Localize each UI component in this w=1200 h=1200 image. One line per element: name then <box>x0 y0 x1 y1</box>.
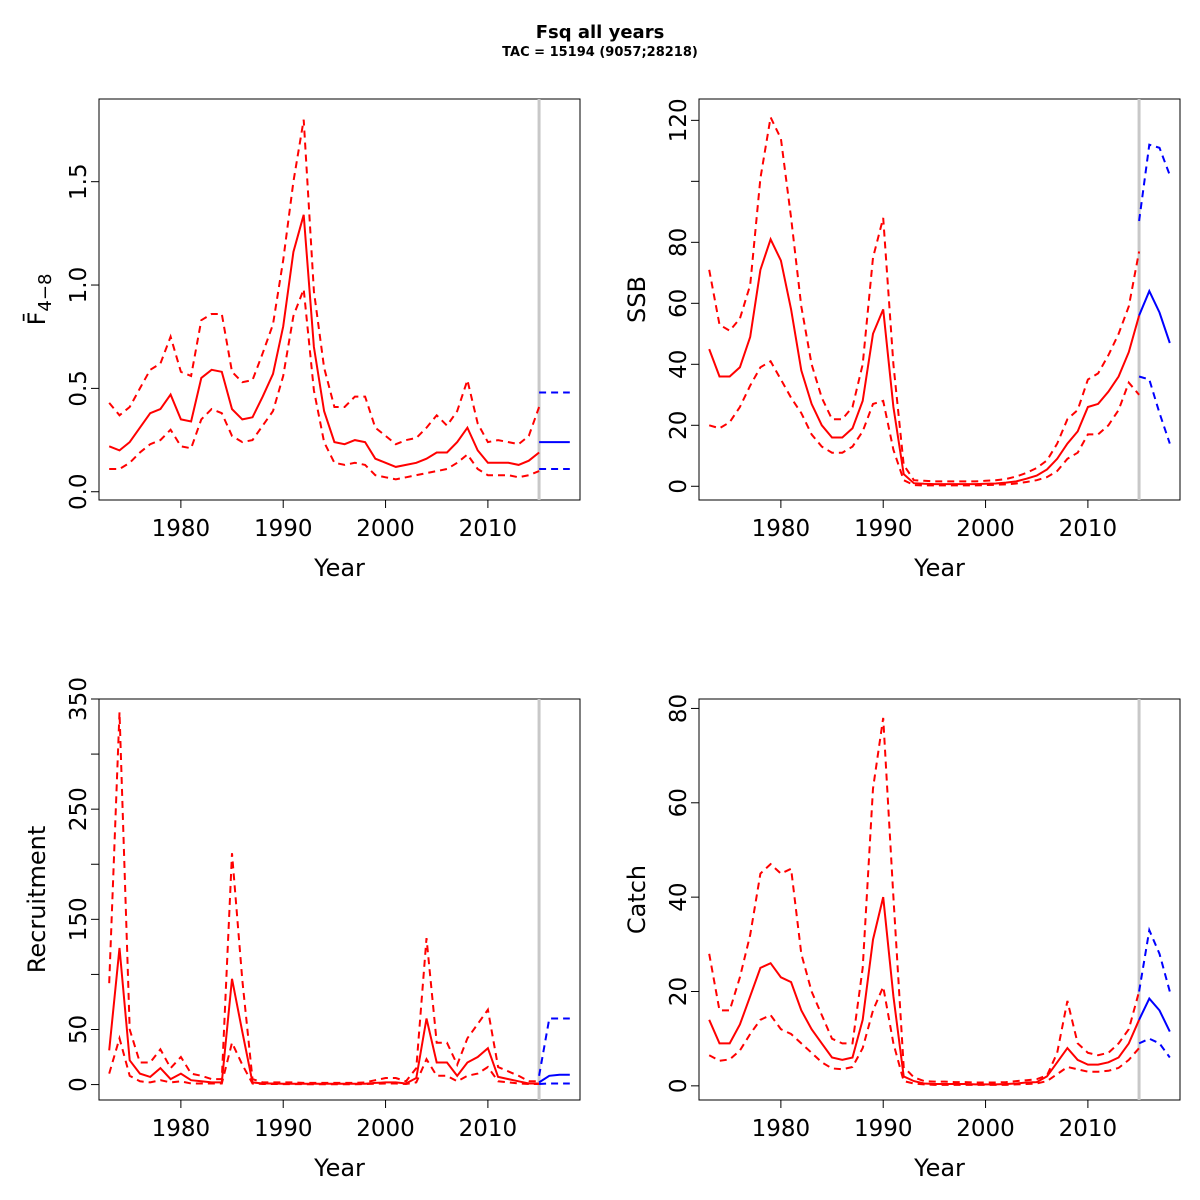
series-forecast-upper <box>1138 926 1171 992</box>
x-tick-label: 2010 <box>459 516 518 542</box>
x-tick-label: 2000 <box>356 516 415 542</box>
series-historic-estimate <box>708 236 1141 486</box>
x-tick-label: 1990 <box>254 516 313 542</box>
y-tick-label: 50 <box>66 1015 92 1044</box>
x-tick-label: 2010 <box>459 1116 518 1142</box>
series-forecast-upper <box>1138 143 1171 222</box>
series-historic-upper <box>708 114 1141 483</box>
series-forecast-lower <box>1138 1037 1171 1059</box>
y-axis-label: F̄4−8 <box>22 274 56 326</box>
figure-title-block: Fsq all years TAC = 15194 (9057;28218) <box>0 22 1200 60</box>
x-axis-label: Year <box>913 554 965 582</box>
series-forecast-estimate <box>538 1073 570 1084</box>
chart-panel-bottom-left: 1980 1990 2000 2010 0 50 150 250 350 Year Recruitm… <box>23 677 581 1182</box>
x-tick-label: 1980 <box>152 516 211 542</box>
y-tick-label: 1.5 <box>66 163 92 200</box>
y-tick-label: 1.0 <box>66 267 92 304</box>
x-tick-label: 1980 <box>152 1116 211 1142</box>
y-tick-label: 80 <box>666 228 692 257</box>
series-forecast-lower <box>1138 375 1171 444</box>
series-historic-lower <box>109 288 540 481</box>
y-axis-label: Catch <box>623 865 651 934</box>
x-axis-label: Year <box>313 554 365 582</box>
plot-frame <box>698 98 1181 501</box>
series-historic-lower <box>108 1034 540 1086</box>
series-historic-upper <box>108 119 541 446</box>
y-tick-label: 80 <box>666 694 692 723</box>
x-tick-label: 1990 <box>854 516 913 542</box>
series-forecast-estimate <box>1138 996 1171 1033</box>
y-tick-label: 0.0 <box>66 473 92 510</box>
x-tick-label: 1990 <box>254 1116 313 1142</box>
series-historic-lower <box>708 983 1140 1086</box>
y-tick-label: 350 <box>66 677 92 721</box>
series-historic-upper <box>108 712 540 1084</box>
plot-frame <box>98 698 581 1101</box>
y-tick-label: 40 <box>666 883 692 912</box>
y-tick-label: 20 <box>666 977 692 1006</box>
x-tick-label: 1990 <box>854 1116 913 1142</box>
y-tick-label: 60 <box>666 289 692 318</box>
y-tick-label: 20 <box>666 411 692 440</box>
y-tick-label: 0 <box>666 1079 692 1094</box>
series-historic-upper <box>708 717 1141 1084</box>
series-historic-lower <box>708 359 1140 487</box>
x-tick-label: 2000 <box>356 1116 415 1142</box>
figure-title: Fsq all years <box>535 22 665 43</box>
y-tick-label: 40 <box>666 350 692 379</box>
y-tick-label: 120 <box>666 98 692 142</box>
chart-panel-bottom-right: 1980 1990 2000 2010 0 20 40 60 80 Year Catch <box>623 694 1181 1182</box>
y-tick-label: 150 <box>66 897 92 941</box>
y-axis-label: Recruitment <box>23 826 51 973</box>
chart-panel-top-right: 1980 1990 2000 2010 0 20 40 60 80 120 Year SSB <box>623 98 1181 582</box>
y-tick-label: 250 <box>66 787 92 831</box>
y-axis-label: SSB <box>623 276 651 323</box>
x-tick-label: 2000 <box>956 516 1015 542</box>
x-tick-label: 2010 <box>1059 516 1118 542</box>
series-historic-estimate <box>108 214 540 468</box>
y-tick-label: 60 <box>666 788 692 817</box>
x-tick-label: 2010 <box>1059 1116 1118 1142</box>
x-tick-label: 1980 <box>752 1116 811 1142</box>
series-historic-estimate <box>708 896 1141 1086</box>
x-axis-label: Year <box>313 1154 365 1182</box>
x-tick-label: 2000 <box>956 1116 1015 1142</box>
series-forecast-estimate <box>1138 288 1171 344</box>
y-tick-label: 0 <box>66 1077 92 1092</box>
series-forecast-lower <box>539 1082 570 1085</box>
figure-subtitle: TAC = 15194 (9057;28218) <box>502 45 698 60</box>
chart-panel-top-left: 1980 1990 2000 2010 0.0 0.5 1.0 1.5 Year F̄4−8 <box>22 98 581 582</box>
plot-frame <box>698 698 1181 1101</box>
y-tick-label: 0 <box>666 479 692 494</box>
y-tick-label: 0.5 <box>66 370 92 407</box>
x-tick-label: 1980 <box>752 516 811 542</box>
x-axis-label: Year <box>913 1154 965 1182</box>
plot-frame <box>98 98 581 501</box>
series-forecast-upper <box>538 1017 570 1076</box>
